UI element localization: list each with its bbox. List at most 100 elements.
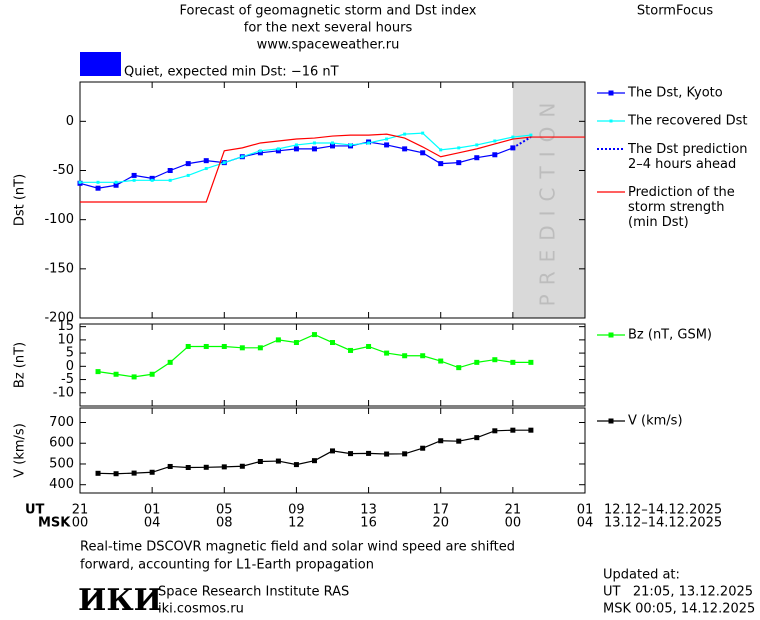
data-point xyxy=(511,135,515,139)
data-point xyxy=(95,470,101,476)
data-point xyxy=(275,458,281,464)
data-point xyxy=(475,143,479,147)
data-point xyxy=(330,143,335,149)
data-point xyxy=(403,132,407,136)
data-point xyxy=(149,371,155,377)
data-point xyxy=(438,161,444,167)
data-point xyxy=(294,143,298,147)
data-point xyxy=(276,147,280,151)
title-line: for the next several hours xyxy=(244,21,413,36)
updated-label: Updated at: xyxy=(603,568,680,583)
data-point xyxy=(384,451,390,457)
x-tick-label: 01 xyxy=(144,503,161,518)
legend-label: Bz (nT, GSM) xyxy=(628,328,712,343)
data-point xyxy=(492,152,498,158)
plot-frame xyxy=(79,81,586,319)
updated-msk: MSK 00:05, 14.12.2025 xyxy=(603,602,755,617)
data-point xyxy=(349,143,353,147)
x-tick-label: 21 xyxy=(505,503,522,518)
data-point xyxy=(474,155,480,161)
series-line xyxy=(97,333,531,378)
prediction-zone xyxy=(512,82,585,318)
data-point xyxy=(420,150,426,156)
data-point xyxy=(331,141,334,145)
data-point xyxy=(474,359,480,365)
data-point xyxy=(330,340,335,346)
data-point xyxy=(132,178,136,182)
logo: ИКИ xyxy=(78,583,162,618)
data-point xyxy=(366,343,372,349)
y-tick-label: 0 xyxy=(66,359,74,374)
data-point xyxy=(96,180,100,184)
data-point xyxy=(167,359,173,365)
x-tick-label: 00 xyxy=(505,516,522,531)
legend-label: The Dst, Kyoto xyxy=(627,86,723,101)
data-point xyxy=(456,438,462,444)
data-point xyxy=(203,343,209,349)
x-row-range: 13.12–14.12.2025 xyxy=(604,516,722,531)
data-point xyxy=(131,470,137,476)
y-tick-label: -50 xyxy=(53,163,74,178)
data-point xyxy=(529,133,533,137)
data-point xyxy=(78,180,82,184)
institute: Space Research Institute RAS xyxy=(158,585,349,600)
x-tick-label: 04 xyxy=(144,516,161,531)
legend-label: The Dst prediction 2–4 hours ahead xyxy=(627,142,748,172)
data-point xyxy=(257,150,263,156)
series-line xyxy=(98,429,531,475)
data-point xyxy=(385,137,389,141)
y-tick-label: 400 xyxy=(49,477,74,492)
x-tick-label: 21 xyxy=(72,503,89,518)
data-point xyxy=(221,343,227,349)
x-tick-label: 09 xyxy=(288,503,305,518)
data-point xyxy=(312,141,316,145)
footer-note: forward, accounting for L1-Earth propaga… xyxy=(80,558,374,573)
data-point xyxy=(439,148,443,152)
y-tick-label: -10 xyxy=(53,385,74,400)
data-point xyxy=(366,450,372,456)
site: iki.cosmos.ru xyxy=(158,602,244,617)
data-point xyxy=(113,182,119,188)
x-row-name: MSK xyxy=(38,516,71,531)
legend-label: V (km/s) xyxy=(628,414,683,429)
data-point xyxy=(149,469,155,475)
data-point xyxy=(275,148,281,154)
legend-marker xyxy=(608,332,614,338)
data-point xyxy=(348,347,354,353)
data-point xyxy=(293,340,299,346)
plot-frame xyxy=(79,407,586,494)
data-point xyxy=(438,438,444,444)
data-point xyxy=(167,168,173,173)
y-tick-label: 15 xyxy=(57,319,74,334)
x-tick-label: 16 xyxy=(360,516,377,531)
x-row-range: 12.12–14.12.2025 xyxy=(604,503,722,518)
data-point xyxy=(150,178,154,182)
data-point xyxy=(402,146,408,152)
data-point xyxy=(185,465,191,470)
title-line: www.spaceweather.ru xyxy=(257,38,400,53)
data-point xyxy=(185,343,191,349)
data-point xyxy=(384,142,390,148)
legend-marker xyxy=(608,90,614,96)
data-point xyxy=(528,427,534,433)
data-point xyxy=(113,471,119,477)
data-point xyxy=(203,158,209,164)
data-point xyxy=(456,365,462,371)
data-point xyxy=(421,131,425,135)
data-point xyxy=(402,353,408,359)
x-tick-label: 13 xyxy=(360,503,377,518)
data-point xyxy=(204,167,208,171)
y-tick-label: 600 xyxy=(49,436,74,451)
data-point xyxy=(420,353,426,359)
x-tick-label: 05 xyxy=(216,503,233,518)
data-point xyxy=(420,445,426,451)
data-point xyxy=(384,350,390,356)
data-point xyxy=(528,359,534,365)
data-point xyxy=(131,172,137,178)
data-point xyxy=(258,149,262,153)
title-line: Forecast of geomagnetic storm and Dst in… xyxy=(179,4,476,19)
x-tick-label: 04 xyxy=(577,516,594,531)
data-point xyxy=(95,185,101,191)
data-point xyxy=(438,358,444,364)
